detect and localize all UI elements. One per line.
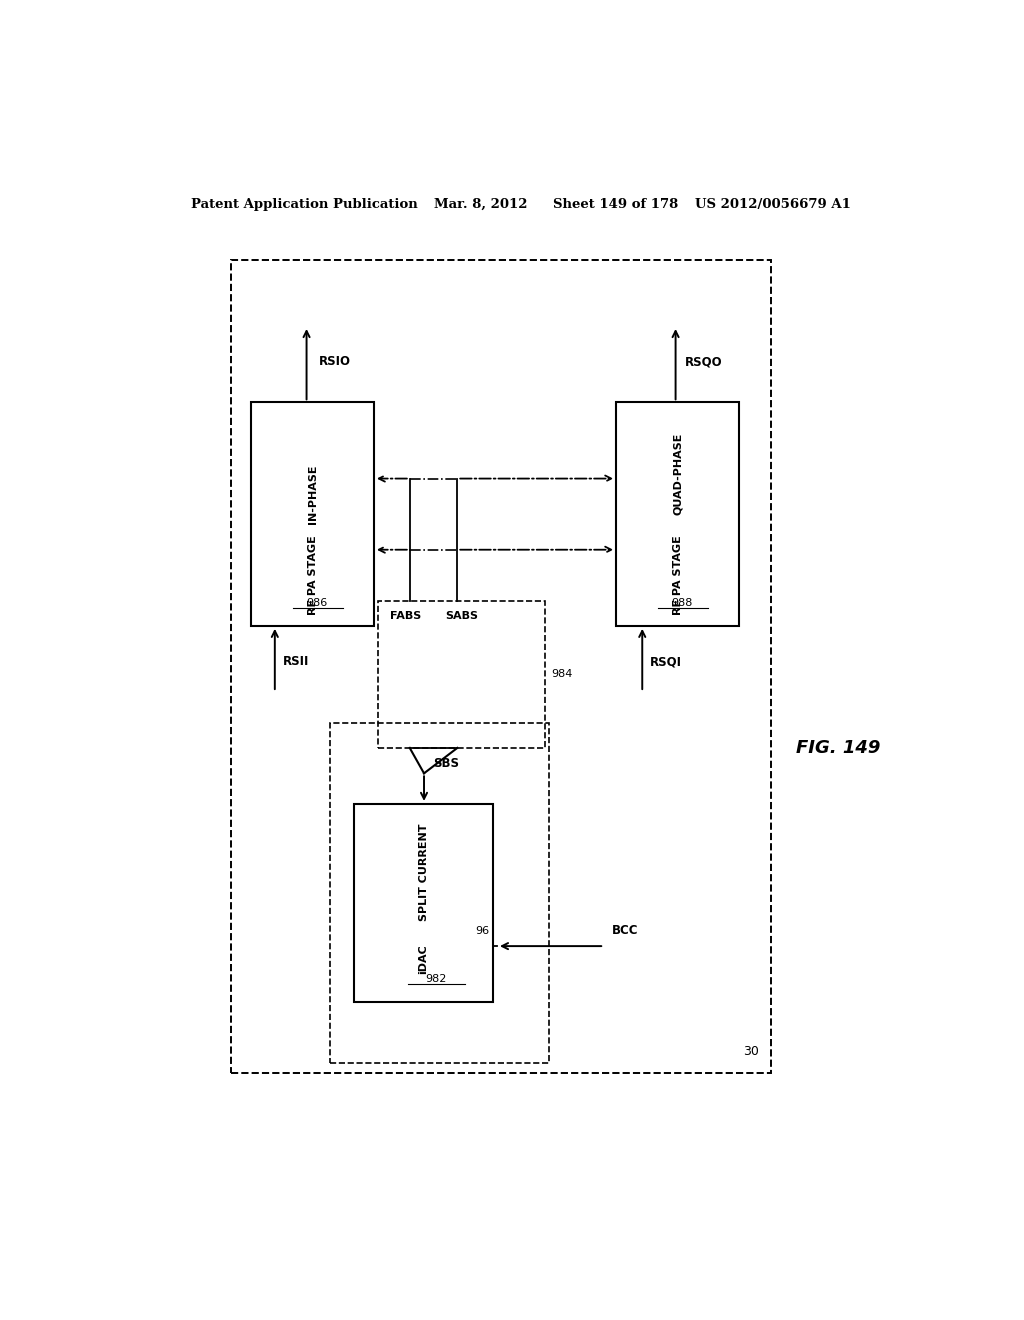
Text: RSQI: RSQI [650, 655, 682, 668]
Text: 96: 96 [475, 925, 489, 936]
Text: RSIO: RSIO [318, 355, 350, 368]
Text: iDAC: iDAC [419, 944, 429, 974]
Text: SPLIT CURRENT: SPLIT CURRENT [419, 824, 429, 921]
Polygon shape [616, 403, 739, 626]
Text: SABS: SABS [444, 611, 478, 620]
Polygon shape [354, 804, 494, 1002]
Text: QUAD-PHASE: QUAD-PHASE [673, 432, 683, 515]
Text: Sheet 149 of 178: Sheet 149 of 178 [553, 198, 678, 211]
Text: RSII: RSII [283, 655, 309, 668]
Text: RSQO: RSQO [685, 355, 723, 368]
Text: FABS: FABS [390, 611, 422, 620]
Text: Mar. 8, 2012: Mar. 8, 2012 [433, 198, 527, 211]
Text: RF PA STAGE: RF PA STAGE [673, 535, 683, 615]
Text: RF PA STAGE: RF PA STAGE [307, 535, 317, 615]
Text: 982: 982 [425, 974, 446, 983]
Text: 988: 988 [671, 598, 692, 607]
Text: IN-PHASE: IN-PHASE [307, 465, 317, 524]
Text: SBS: SBS [433, 756, 460, 770]
Text: BCC: BCC [612, 924, 639, 937]
Text: FIG. 149: FIG. 149 [796, 739, 881, 756]
Text: 986: 986 [306, 598, 327, 607]
Polygon shape [251, 403, 374, 626]
Text: 30: 30 [743, 1045, 759, 1057]
Text: US 2012/0056679 A1: US 2012/0056679 A1 [695, 198, 851, 211]
Text: Patent Application Publication: Patent Application Publication [191, 198, 418, 211]
Text: 984: 984 [551, 669, 572, 680]
